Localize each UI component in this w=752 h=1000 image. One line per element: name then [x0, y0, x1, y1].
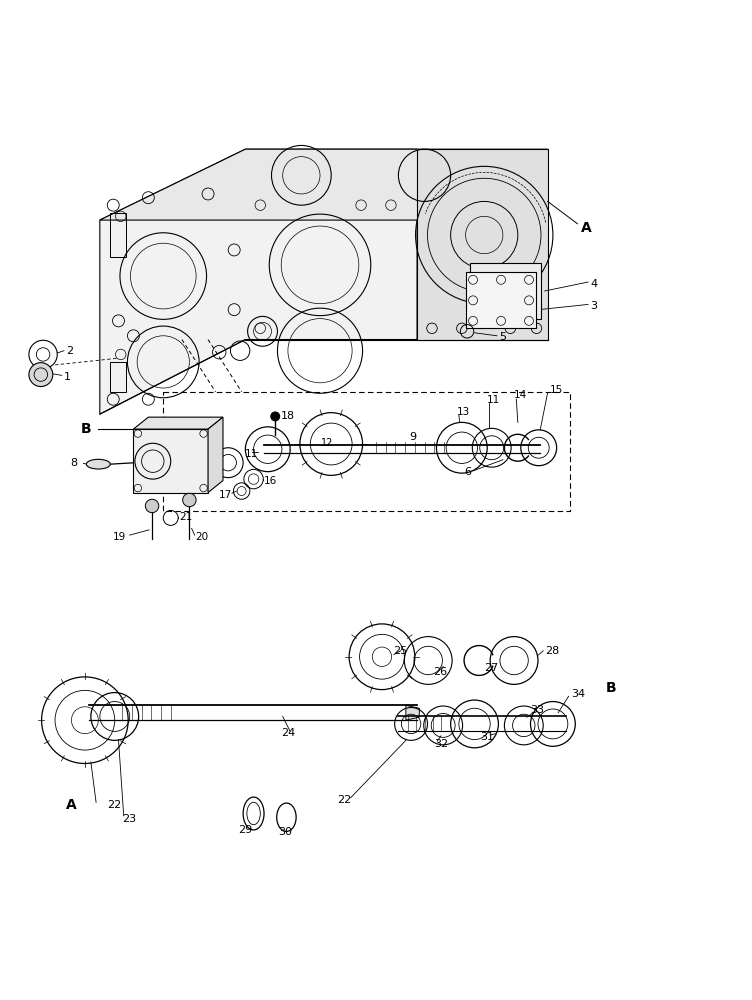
- Text: 5: 5: [499, 332, 506, 342]
- Polygon shape: [133, 429, 208, 493]
- Bar: [110, 213, 126, 257]
- Text: 22: 22: [108, 800, 122, 810]
- Text: 10: 10: [202, 463, 216, 473]
- Circle shape: [183, 493, 196, 507]
- Polygon shape: [208, 417, 223, 493]
- Text: 6: 6: [464, 467, 471, 477]
- Bar: [110, 362, 126, 392]
- Text: 32: 32: [434, 739, 448, 749]
- Polygon shape: [100, 149, 417, 414]
- Text: 22: 22: [337, 795, 351, 805]
- Polygon shape: [465, 272, 536, 328]
- Text: B: B: [606, 681, 617, 695]
- Text: 11: 11: [487, 395, 500, 405]
- Text: 11: 11: [245, 449, 258, 459]
- Text: 20: 20: [196, 532, 208, 542]
- Text: 2: 2: [66, 346, 74, 356]
- Text: 16: 16: [264, 476, 277, 486]
- Text: 9: 9: [410, 432, 417, 442]
- Text: 29: 29: [238, 825, 253, 835]
- Polygon shape: [133, 417, 223, 429]
- Polygon shape: [406, 705, 420, 720]
- Text: A: A: [66, 798, 77, 812]
- Text: 23: 23: [123, 814, 136, 824]
- Text: 21: 21: [179, 512, 193, 522]
- Text: 17: 17: [219, 490, 232, 500]
- Text: B: B: [81, 422, 92, 436]
- Text: 27: 27: [484, 663, 499, 673]
- Polygon shape: [417, 149, 547, 340]
- Text: 34: 34: [572, 689, 586, 699]
- Text: 4: 4: [590, 279, 597, 289]
- Polygon shape: [470, 263, 541, 319]
- Text: 1: 1: [64, 372, 71, 382]
- Text: 8: 8: [70, 458, 77, 468]
- Text: 12: 12: [321, 438, 334, 448]
- Text: 25: 25: [393, 646, 408, 656]
- Circle shape: [271, 412, 280, 421]
- Text: 24: 24: [281, 728, 296, 738]
- Text: 33: 33: [529, 705, 544, 715]
- Text: 26: 26: [433, 667, 447, 677]
- Text: 3: 3: [590, 301, 597, 311]
- Text: 13: 13: [456, 407, 470, 417]
- Circle shape: [29, 363, 53, 387]
- Text: 14: 14: [514, 390, 526, 400]
- Text: 7: 7: [161, 459, 168, 469]
- Text: 15: 15: [550, 385, 563, 395]
- Ellipse shape: [86, 459, 111, 469]
- Text: 30: 30: [278, 827, 292, 837]
- Text: 18: 18: [280, 411, 295, 421]
- Text: 19: 19: [114, 532, 126, 542]
- Circle shape: [145, 499, 159, 513]
- Text: A: A: [581, 221, 592, 235]
- Text: 31: 31: [481, 732, 495, 742]
- Polygon shape: [100, 149, 547, 220]
- Text: 28: 28: [545, 646, 559, 656]
